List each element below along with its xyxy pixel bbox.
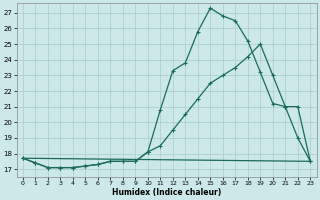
X-axis label: Humidex (Indice chaleur): Humidex (Indice chaleur) bbox=[112, 188, 221, 197]
